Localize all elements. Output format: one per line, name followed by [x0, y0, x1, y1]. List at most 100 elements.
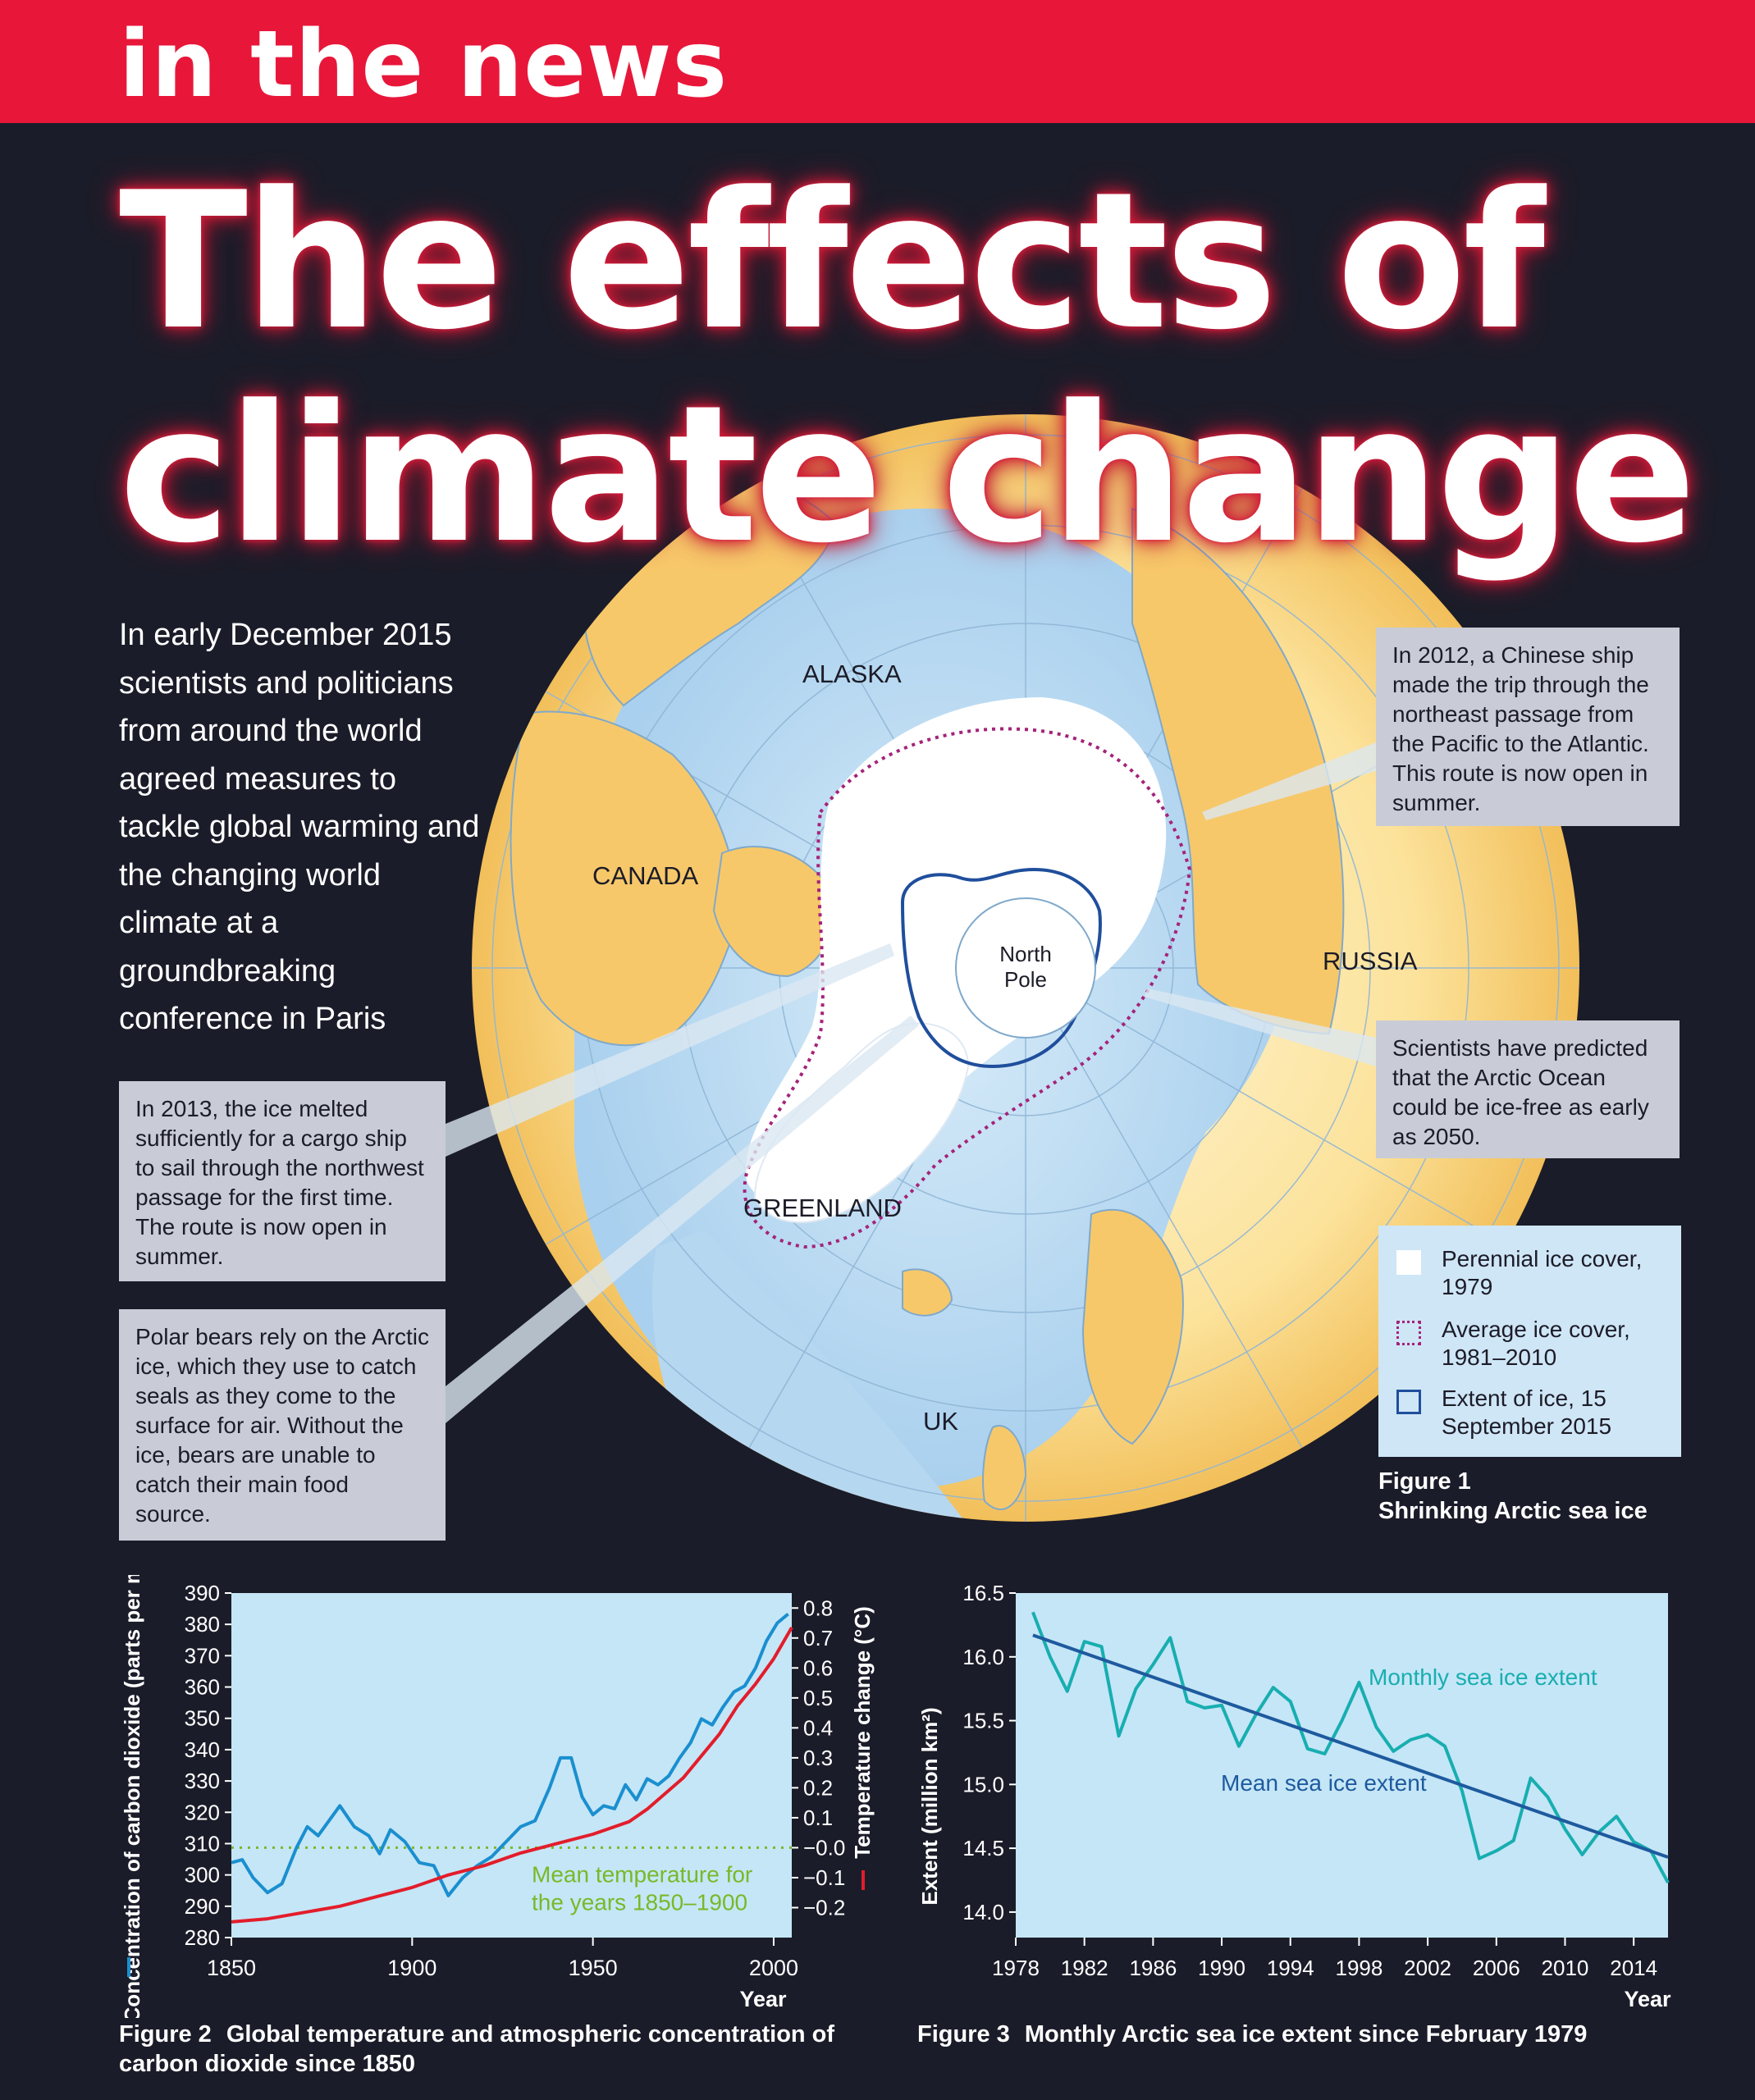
figure2-title: Global temperature and atmospheric conce… [119, 2021, 835, 2077]
y-tick-label: 15.0 [962, 1772, 1004, 1796]
note-ice-free: Scientists have predicted that the Arcti… [1376, 1020, 1680, 1158]
y-right-tick-label: 0.8 [803, 1596, 833, 1620]
uk-land [982, 1425, 1027, 1510]
headline-line-1: The effects of [119, 153, 1545, 372]
y-right-tick-label: 0.3 [803, 1746, 833, 1770]
x-tick-label: 1900 [387, 1956, 436, 1980]
y-right-tick-label: 0.2 [803, 1775, 833, 1800]
figure3-caption: Figure 3 Monthly Arctic sea ice extent si… [917, 2020, 1587, 2049]
plot-area [231, 1593, 792, 1938]
y-left-tick-label: 350 [185, 1706, 220, 1731]
y-tick-label: 15.5 [962, 1709, 1004, 1733]
y-left-tick-label: 360 [185, 1675, 220, 1700]
news-banner: in the news [0, 0, 1755, 123]
y-left-tick-label: 290 [185, 1894, 220, 1919]
y-right-tick-label: −0.2 [803, 1895, 845, 1920]
label-north-pole-2: Pole [1004, 967, 1047, 992]
legend-average-label: Average ice cover, 1981–2010 [1442, 1317, 1630, 1370]
x-tick-label: 1850 [207, 1956, 256, 1980]
mean-annotation-line-1: Mean temperature for [532, 1861, 752, 1887]
y-right-tick-label: 0.5 [803, 1686, 833, 1710]
x-tick-label: 1990 [1198, 1956, 1245, 1980]
label-alaska: ALASKA [802, 660, 902, 688]
x-tick-label: 1986 [1129, 1956, 1177, 1980]
y-left-tick-label: 310 [185, 1831, 220, 1856]
y-right-tick-label: −0.1 [803, 1865, 845, 1890]
y-left-tick-label: 370 [185, 1643, 220, 1668]
monthly-series-label: Monthly sea ice extent [1369, 1664, 1597, 1690]
y-right-tick-label: 0.6 [803, 1655, 833, 1680]
intro-text: In early December 2015 scientists and po… [119, 618, 480, 1036]
y-left-tick-label: 340 [185, 1737, 220, 1762]
y-right-axis-label: Temperature change (°C) [850, 1606, 875, 1859]
y-left-tick-label: 320 [185, 1800, 220, 1824]
x-tick-label: 1998 [1335, 1956, 1383, 1980]
y-right-tick-label: 0.1 [803, 1806, 833, 1830]
note-polar-bears: Polar bears rely on the Arctic ice, whic… [119, 1309, 446, 1541]
x-axis-label: Year [739, 1987, 787, 2011]
y-left-tick-label: 330 [185, 1769, 220, 1793]
map-legend: Perennial ice cover, 1979 Average ice co… [1378, 1226, 1681, 1457]
figure3-number: Figure 3 [917, 2021, 1010, 2048]
y-left-tick-label: 300 [185, 1863, 220, 1888]
mean-series-label: Mean sea ice extent [1221, 1770, 1427, 1796]
x-tick-label: 1982 [1061, 1956, 1108, 1980]
y-axis-label: Extent (million km²) [917, 1707, 942, 1905]
north-pole-circle [955, 897, 1096, 1039]
label-uk: UK [923, 1407, 958, 1436]
y-left-tick-label: 280 [185, 1925, 220, 1950]
legend-perennial-label: Perennial ice cover, 1979 [1442, 1246, 1643, 1299]
figure1-caption: Figure 1 Shrinking Arctic sea ice [1378, 1467, 1648, 1526]
extent-swatch [1396, 1390, 1421, 1414]
x-tick-label: 1994 [1267, 1956, 1314, 1980]
figure2-number: Figure 2 [119, 2021, 212, 2048]
note-northeast-passage: In 2012, a Chinese ship made the trip th… [1376, 628, 1680, 826]
x-tick-label: 1950 [569, 1956, 618, 1980]
legend-extent-label: Extent of ice, 15 September 2015 [1442, 1386, 1612, 1439]
headline-line-2: climate change [119, 366, 1697, 585]
label-north-pole-1: North [999, 942, 1052, 966]
y-right-tick-label: 0.7 [803, 1626, 833, 1650]
y-left-axis-label: Concentration of carbon dioxide (parts p… [120, 1575, 144, 2018]
pointer-ice-free [1145, 988, 1376, 1066]
pointer-polar-bears [446, 1016, 919, 1423]
perennial-swatch [1396, 1250, 1421, 1275]
y-left-tick-label: 390 [185, 1581, 220, 1605]
label-canada: CANADA [592, 861, 699, 890]
note-northwest-passage: In 2013, the ice melted sufficiently for… [119, 1081, 446, 1281]
banner-title: in the news [119, 11, 729, 118]
figure2-chart: 280 290 300 310 320 330 340 350 360 370 380 390 −0.2… [120, 1575, 875, 2018]
figure1-number: Figure 1 [1378, 1468, 1471, 1495]
y-left-tick-label: 380 [185, 1612, 220, 1637]
x-axis-label: Year [1624, 1987, 1671, 2011]
y-tick-label: 14.5 [962, 1836, 1004, 1860]
x-tick-label: 2006 [1473, 1956, 1520, 1980]
mean-extent-line [1032, 1633, 1669, 1859]
pointer-northeast [1202, 742, 1376, 820]
x-tick-label: 2010 [1542, 1956, 1589, 1980]
iceland-land [902, 1268, 953, 1317]
y-right-tick-label: 0.4 [803, 1715, 833, 1740]
figure3-title: Monthly Arctic sea ice extent since Febr… [1024, 2021, 1588, 2048]
pointer-northwest [446, 943, 894, 1157]
x-tick-label: 1978 [992, 1956, 1040, 1980]
monthly-extent-line [1031, 1611, 1670, 1884]
figure1-title: Shrinking Arctic sea ice [1378, 1498, 1648, 1524]
average-swatch [1396, 1321, 1421, 1345]
y-tick-label: 14.0 [962, 1900, 1004, 1924]
canada-land [510, 710, 740, 1046]
label-greenland: GREENLAND [743, 1194, 902, 1222]
label-russia: RUSSIA [1323, 947, 1418, 975]
figure3-chart: 14.0 14.5 15.0 15.5 16.0 16.5 1978 1982 1986 1990… [917, 1581, 1671, 2011]
y-tick-label: 16.0 [962, 1645, 1004, 1669]
mean-annotation-line-2: the years 1850–1900 [532, 1889, 747, 1915]
x-tick-label: 2002 [1404, 1956, 1451, 1980]
y-right-tick-label: −0.0 [803, 1835, 845, 1860]
figure2-caption: Figure 2 Global temperature and atmospher… [119, 2020, 857, 2079]
x-tick-label: 2014 [1610, 1956, 1657, 1980]
scandinavia-land [1081, 1208, 1184, 1445]
y-tick-label: 16.5 [962, 1581, 1004, 1605]
temperature-series-line [231, 1613, 789, 1897]
co2-series-line [231, 1627, 793, 1924]
